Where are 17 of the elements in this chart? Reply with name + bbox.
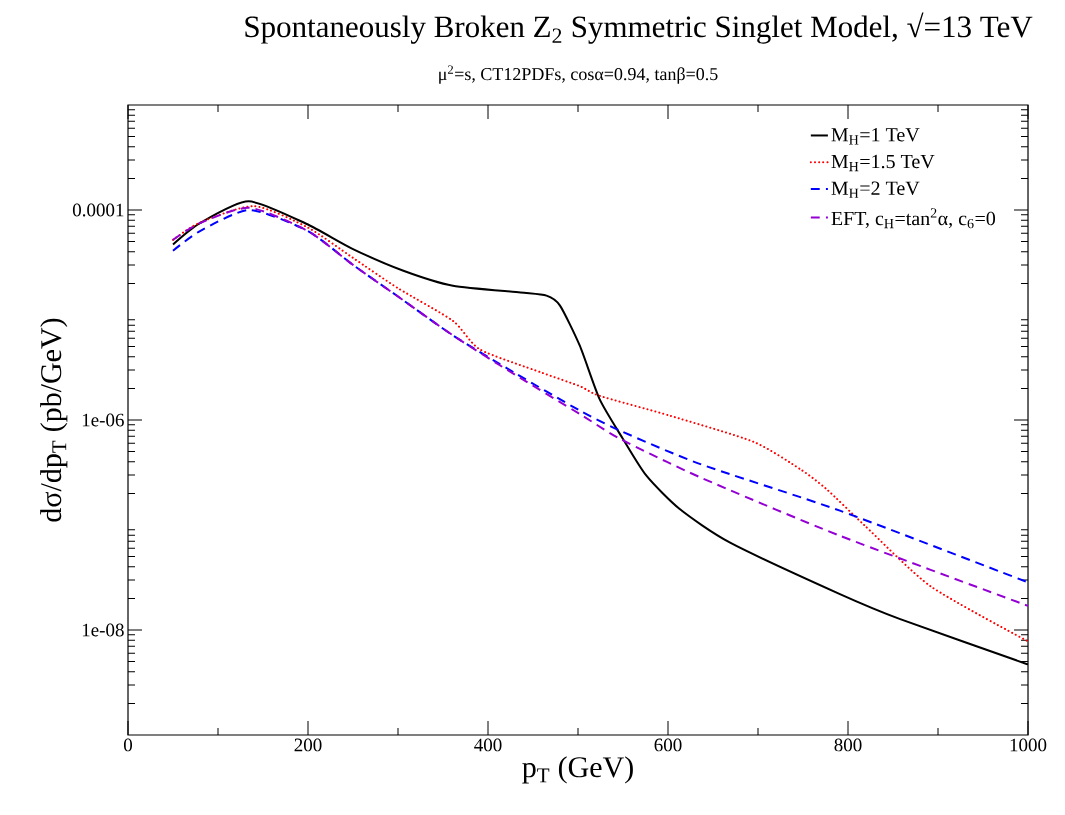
legend-label: EFT, c$_{H}$=tan$^{2}$α, c$_{6}$=0 xyxy=(831,208,996,229)
y-tick-label: 1e-06 xyxy=(82,413,124,427)
x-tick-label: 0 xyxy=(123,738,133,752)
legend-label: M$_{H}$=1.5 TeV xyxy=(831,154,935,172)
y-tick-label: 0.0001 xyxy=(72,203,124,217)
x-tick-label: 400 xyxy=(474,738,502,752)
y-tick-label: 1e-08 xyxy=(82,623,124,637)
legend-label: M$_{H}$=2 TeV xyxy=(831,181,920,198)
legend-label: M$_{H}$=1 TeV xyxy=(831,128,920,145)
chart-subtitle: μ$^{2}$=s, CT12PDFs, cosα=0.94, tanβ=0.5 xyxy=(439,65,718,84)
x-tick-label: 600 xyxy=(654,738,682,752)
y-axis-title: dσ/dp$_{T}$ (pb/GeV) xyxy=(40,318,68,522)
x-tick-label: 200 xyxy=(294,738,322,752)
x-tick-label: 800 xyxy=(834,738,862,752)
x-axis-title: p$_{T}$ (GeV) xyxy=(522,756,633,784)
x-tick-label: 1000 xyxy=(1010,738,1047,752)
chart-title: Spontaneously Broken Z$_{2}$ Symmetric Singlet Model, √=13 TeV xyxy=(245,12,1033,44)
